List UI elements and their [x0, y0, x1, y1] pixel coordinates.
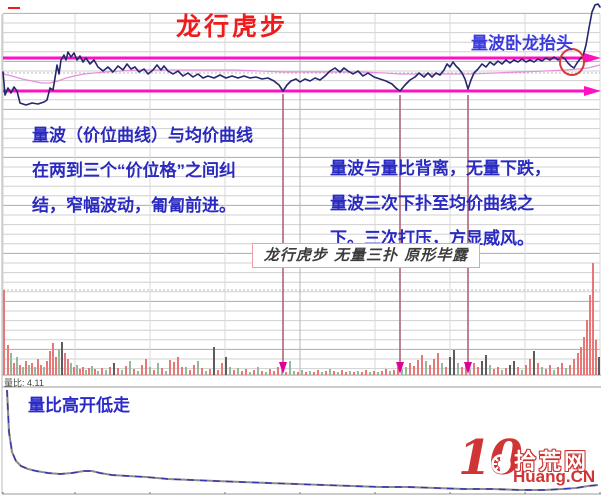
right-annotation-block: 量波与量比背离，无量下跌， 量波三次下扑至均价曲线之 下。三次打压，方显威风。: [330, 151, 551, 256]
logo-number: 10: [458, 430, 523, 486]
right-annotation-line-2: 量波三次下扑至均价曲线之: [330, 194, 534, 213]
caption-box: 龙行虎步 无量三扑 原形毕露: [252, 243, 480, 268]
left-annotation-line-3: 结，窄幅波动，匍匐前进。: [32, 196, 236, 215]
site-watermark: 10 拾荒网 Huang.CN: [458, 430, 603, 494]
top-right-annotation: 量波卧龙抬头: [471, 34, 573, 53]
left-annotation-line-2: 在两到三个“价位格”之间纠: [32, 161, 236, 180]
right-annotation-line-1: 量波与量比背离，无量下跌，: [330, 159, 551, 178]
liangbi-value-label: 量比: 4.11: [4, 378, 44, 388]
liangbi-panel-annotation: 量比高开低走: [28, 396, 130, 415]
left-annotation-block: 量波（价位曲线）与均价曲线 在两到三个“价位格”之间纠 结，窄幅波动，匍匐前进。: [32, 118, 253, 223]
chart-title: 龙行虎步: [176, 13, 289, 41]
left-annotation-line-1: 量波（价位曲线）与均价曲线: [32, 126, 253, 145]
logo-site-name-cn: 拾荒网: [514, 449, 590, 474]
logo-site-name-en: Huang.CN: [513, 467, 596, 486]
gear-icon: [491, 454, 511, 474]
